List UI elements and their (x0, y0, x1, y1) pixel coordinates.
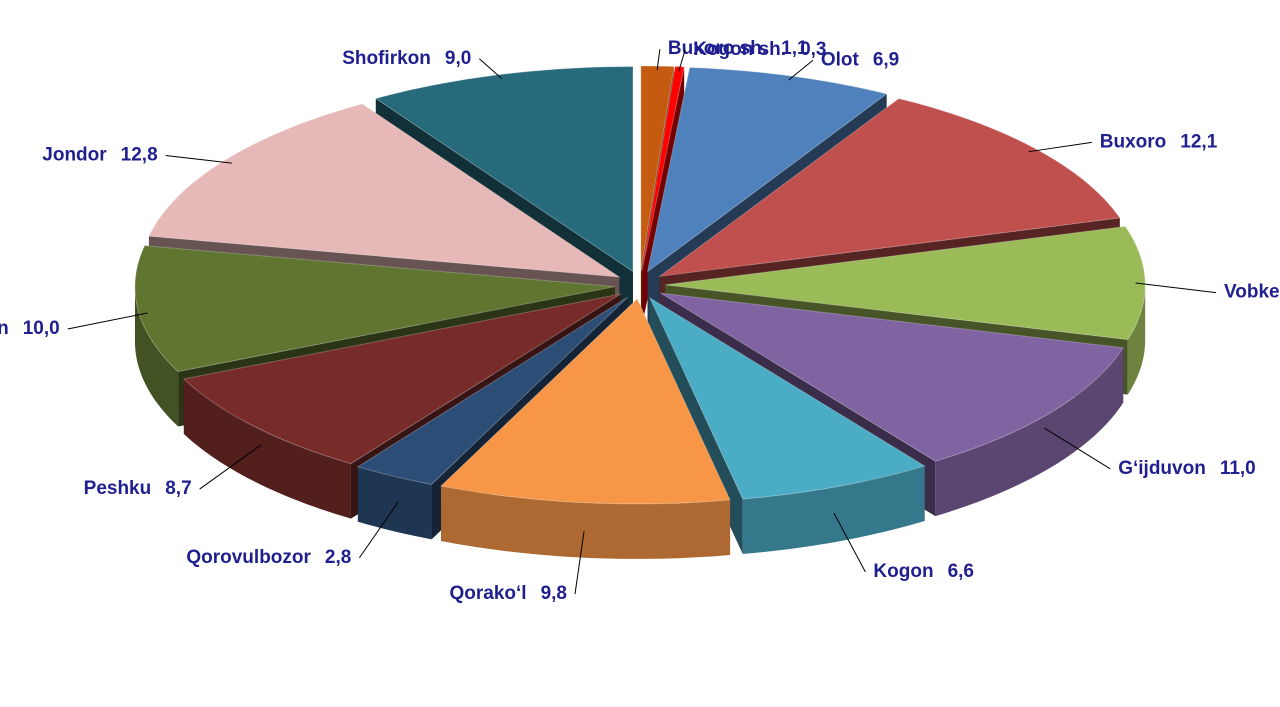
label-name: Kogon (873, 561, 933, 582)
label-value: 1,1 (781, 38, 808, 59)
leader-line (358, 501, 399, 559)
data-label: Olot 6,9 (821, 49, 899, 70)
data-label: Kogon sh. 0,3 (693, 39, 826, 60)
label-name: Vobkent (1224, 282, 1280, 303)
data-label: G‘ijduvon 11,0 (1118, 458, 1256, 479)
label-name: Olot (821, 49, 860, 70)
slice (646, 66, 888, 273)
leader-line (199, 444, 262, 490)
data-label: Kogon 6,6 (873, 561, 974, 582)
leader-line (656, 49, 661, 71)
leader-line (478, 58, 503, 80)
label-value: 6,9 (873, 49, 899, 70)
label-name: Peshku (84, 478, 152, 499)
label-value: 12,8 (121, 144, 158, 165)
data-label: Qorako‘l 9,8 (449, 583, 567, 604)
leader-line (574, 531, 585, 595)
label-name: Buxoro sh. (668, 38, 767, 59)
label-value: 9,0 (445, 48, 471, 69)
data-label: Jondor 12,8 (42, 144, 157, 165)
leader-line (165, 154, 232, 164)
data-label: Buxoro sh. 1,1 (668, 38, 808, 59)
slice-wall (357, 466, 432, 540)
data-label: Buxoro 12,1 (1100, 131, 1218, 152)
slice-wall (742, 465, 925, 555)
label-value: 10,0 (23, 318, 60, 339)
data-label: Vobkent8,9 (1224, 282, 1280, 303)
label-value: 2,8 (325, 547, 351, 568)
slice (148, 103, 622, 278)
label-name: Shofirkon (342, 48, 431, 69)
leader-line (67, 312, 148, 330)
label-name: Qorako‘l (449, 583, 526, 604)
slice-wall (134, 286, 179, 427)
slice-wall (441, 486, 731, 559)
slice (356, 296, 629, 485)
slice (182, 293, 622, 465)
label-value: 9,8 (541, 583, 567, 604)
data-label: Qorovulbozor 2,8 (186, 547, 351, 568)
data-label: Shofirkon 9,0 (342, 48, 471, 69)
slice (134, 245, 616, 373)
leader-line (1028, 141, 1092, 153)
label-value: 11,0 (1220, 458, 1256, 479)
slice (648, 296, 926, 500)
leader-line (1044, 427, 1111, 470)
label-value: 0,3 (800, 39, 826, 60)
label-name: Qorovulbozor (186, 547, 311, 568)
slice (374, 66, 634, 273)
slice-wall (1127, 284, 1146, 395)
slice (657, 98, 1121, 278)
label-name: Jondor (42, 144, 107, 165)
label-name: G‘ijduvon (1118, 458, 1206, 479)
label-value: 12,1 (1180, 131, 1217, 152)
slice (665, 225, 1146, 341)
leader-line (678, 49, 686, 71)
data-label: Peshku 8,7 (84, 478, 192, 499)
slice (439, 298, 731, 505)
leader-line (788, 59, 814, 81)
slice-wall (183, 378, 351, 519)
label-name: Romitan (0, 318, 9, 339)
label-value: 8,7 (165, 478, 191, 499)
leader-line (1135, 282, 1217, 294)
label-value: 6,6 (948, 561, 974, 582)
label-name: Buxoro (1100, 131, 1167, 152)
label-name: Kogon sh. (693, 39, 786, 60)
data-label: Romitan 10,0 (0, 318, 60, 339)
slice (660, 292, 1125, 462)
slice-wall (935, 347, 1124, 517)
leader-line (833, 512, 866, 573)
